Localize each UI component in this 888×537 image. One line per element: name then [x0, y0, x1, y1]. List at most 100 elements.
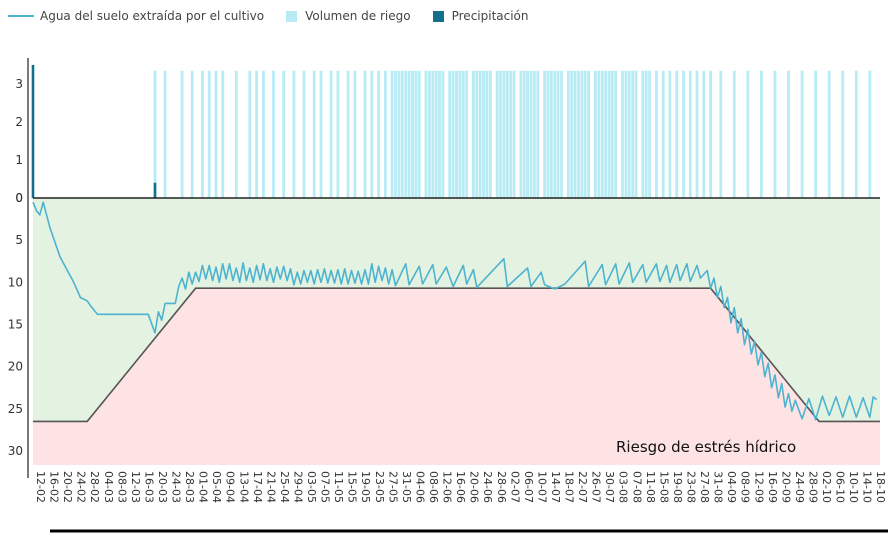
irrigation-bar-86 [624, 70, 628, 198]
x-tick-39: 18-07 [563, 471, 576, 503]
irrigation-bar-100 [702, 70, 706, 198]
irrigation-bar-42 [451, 70, 455, 198]
irrigation-bar-28 [397, 70, 401, 198]
x-tick-26: 27-05 [386, 471, 399, 503]
lines-layer [32, 201, 880, 423]
irrigation-bar-44 [458, 70, 462, 198]
x-tick-51: 04-09 [725, 471, 738, 503]
bottom-axis-tick-4: 20 [8, 360, 23, 374]
x-tick-25: 23-05 [373, 471, 386, 503]
irrigation-bar-98 [688, 70, 692, 198]
irrigation-bar-75 [580, 70, 584, 198]
irrigation-bar-107 [787, 70, 790, 198]
x-tick-49: 27-08 [698, 471, 711, 503]
irrigation-bar-27 [394, 70, 397, 198]
irrigation-bar-34 [417, 70, 421, 198]
irrigation-bar-29 [400, 70, 404, 198]
x-tick-36: 06-07 [522, 471, 535, 503]
x-tick-41: 26-07 [590, 471, 603, 503]
irrigation-bar-56 [505, 70, 509, 198]
legend-item-irrigation[interactable]: Volumen de riego [286, 9, 411, 23]
irrigation-bar-57 [509, 70, 513, 198]
irrigation-bar-55 [502, 70, 506, 198]
irrigation-bar-22 [363, 70, 367, 198]
irrigation-bar-20 [346, 70, 350, 198]
irrigation-bar-17 [319, 70, 323, 198]
irrigation-bar-81 [604, 70, 607, 198]
irrigation-bar-80 [600, 70, 604, 198]
bottom-axis-tick-2: 10 [8, 275, 23, 289]
precipitation-bar-0 [31, 65, 35, 198]
irrigation-bar-40 [441, 70, 445, 198]
bottom-axis-tick-6: 30 [8, 444, 23, 458]
x-tick-14: 09-04 [224, 471, 237, 503]
irrigation-bar-68 [553, 70, 557, 198]
x-tick-37: 10-07 [535, 471, 548, 503]
irrigation-bar-87 [627, 70, 631, 198]
irrigation-bar-92 [648, 70, 651, 198]
x-tick-18: 25-04 [278, 471, 291, 503]
irrigation-bar-8 [234, 70, 238, 198]
irrigation-bar-83 [610, 70, 614, 198]
irrigation-bar-38 [434, 70, 438, 198]
irrigation-bar-35 [424, 70, 428, 198]
x-tick-52: 08-09 [739, 471, 752, 503]
irrigation-bar-108 [800, 70, 804, 198]
x-tick-57: 28-09 [807, 471, 820, 503]
bars-layer [31, 65, 872, 198]
risk-zone [33, 288, 880, 465]
irrigation-bar-19 [336, 70, 340, 198]
irrigation-bar-1 [163, 70, 167, 198]
irrigation-bar-72 [570, 70, 574, 198]
irrigation-bar-9 [248, 70, 252, 198]
legend-swatch-extraction [8, 15, 34, 17]
x-tick-42: 30-07 [603, 471, 616, 503]
irrigation-bar-25 [384, 70, 387, 198]
x-tick-8: 16-03 [142, 471, 155, 503]
irrigation-bar-3 [190, 70, 194, 198]
risk-annotation: Riesgo de estrés hídrico [616, 438, 796, 456]
irrigation-bar-66 [546, 70, 550, 198]
x-tick-23: 15-05 [346, 471, 359, 503]
irrigation-bar-12 [272, 70, 275, 198]
x-tick-31: 16-06 [454, 471, 467, 503]
irrigation-bar-76 [583, 70, 587, 198]
irrigation-bar-91 [644, 70, 648, 198]
irrigation-bar-84 [614, 70, 618, 198]
x-tick-46: 15-08 [657, 471, 670, 503]
top-axis-tick-0: 3 [15, 77, 23, 91]
irrigation-bar-30 [404, 70, 408, 198]
irrigation-bar-101 [709, 70, 712, 198]
legend-item-precipitation[interactable]: Precipitación [432, 9, 529, 23]
irrigation-bar-51 [485, 70, 489, 198]
irrigation-bar-4 [201, 70, 204, 198]
irrigation-bar-79 [597, 70, 601, 198]
legend-item-extraction[interactable]: Agua del suelo extraída por el cultivo [8, 9, 264, 23]
irrigation-bar-7 [221, 70, 225, 198]
legend-label-extraction: Agua del suelo extraída por el cultivo [40, 9, 265, 23]
x-tick-40: 22-07 [576, 471, 589, 503]
x-tick-28: 04-06 [414, 471, 427, 503]
bottom-axis-tick-1: 5 [15, 233, 23, 247]
irrigation-bar-65 [543, 70, 546, 198]
irrigation-bar-14 [292, 70, 296, 198]
x-tick-62: 18-10 [874, 471, 887, 503]
irrigation-bar-0 [153, 70, 157, 198]
irrigation-bar-49 [478, 70, 482, 198]
irrigation-bar-90 [641, 70, 645, 198]
x-tick-60: 10-10 [847, 471, 860, 503]
legend-label-irrigation: Volumen de riego [305, 9, 411, 23]
irrigation-bar-82 [607, 70, 611, 198]
irrigation-bar-78 [594, 70, 597, 198]
x-tick-33: 24-06 [481, 471, 494, 503]
irrigation-bar-89 [634, 70, 638, 198]
irrigation-bar-58 [512, 70, 516, 198]
x-tick-7: 12-03 [129, 471, 142, 503]
x-tick-35: 02-07 [508, 471, 521, 503]
legend-swatch-precipitation [432, 10, 444, 22]
legend-swatch-irrigation [286, 10, 298, 22]
irrigation-bar-31 [407, 70, 411, 198]
irrigation-bar-21 [353, 70, 357, 198]
bottom-axis-tick-5: 25 [8, 402, 23, 416]
